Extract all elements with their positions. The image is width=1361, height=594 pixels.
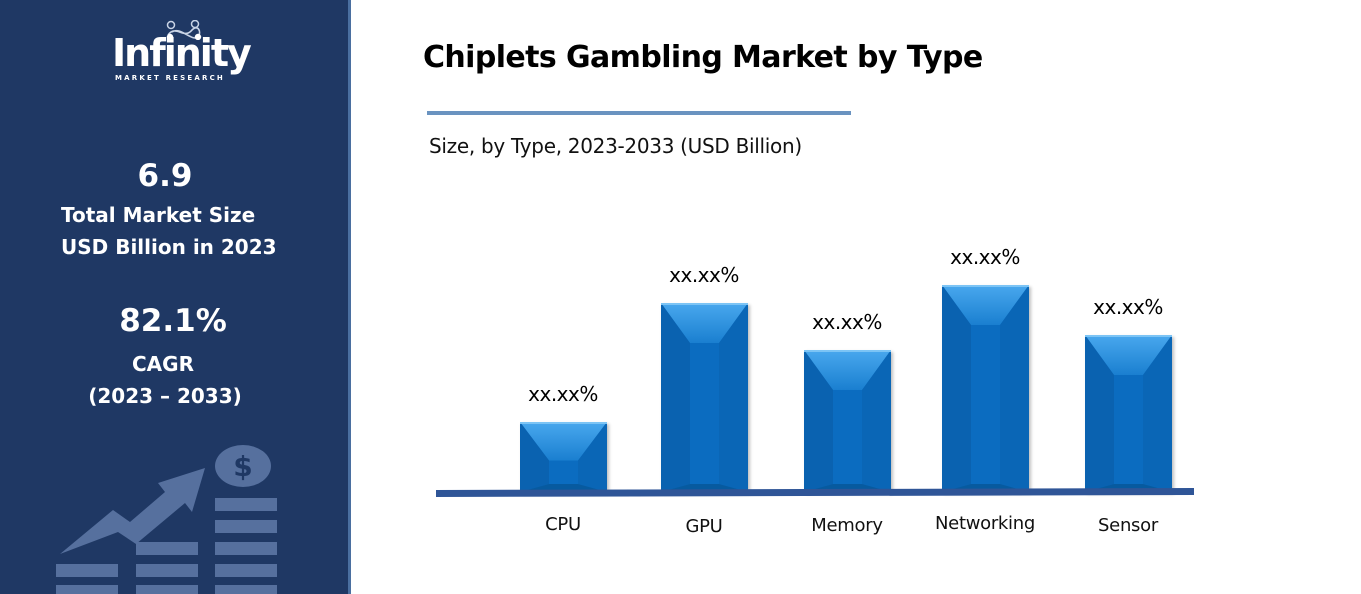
- bar-value-label-cpu: xx.xx%: [528, 382, 598, 406]
- cagr-value: 82.1%: [119, 303, 227, 339]
- category-label-memory: Memory: [811, 515, 883, 536]
- cagr-label: CAGR: [132, 352, 194, 376]
- infinity-logo-icon: [166, 20, 202, 40]
- category-label-networking: Networking: [935, 513, 1035, 534]
- bar-value-label-gpu: xx.xx%: [669, 263, 739, 287]
- cagr-period: (2023 – 2033): [88, 384, 242, 408]
- category-label-sensor: Sensor: [1098, 515, 1158, 536]
- bar-networking: [942, 285, 1029, 492]
- bar-cpu: [520, 422, 607, 492]
- category-label-gpu: GPU: [685, 516, 723, 537]
- brand-tagline: MARKET RESEARCH: [115, 74, 225, 82]
- chart-title: Chiplets Gambling Market by Type: [423, 40, 983, 75]
- svg-text:$: $: [233, 450, 252, 483]
- bar-memory: [804, 350, 891, 492]
- bar-value-label-memory: xx.xx%: [812, 310, 882, 334]
- title-underline: [427, 111, 851, 115]
- market-size-label-line1: Total Market Size: [61, 203, 256, 227]
- bar-value-label-sensor: xx.xx%: [1093, 295, 1163, 319]
- brand-logo: Infinity MARKET RESEARCH: [112, 20, 252, 86]
- bar-sensor: [1085, 335, 1172, 492]
- sidebar-edge-divider: [348, 0, 351, 594]
- market-size-label-line2: USD Billion in 2023: [61, 235, 277, 259]
- chart-subtitle: Size, by Type, 2023-2033 (USD Billion): [429, 134, 802, 158]
- chart-baseline: [435, 488, 1195, 497]
- market-size-value: 6.9: [137, 158, 193, 194]
- bar-value-label-networking: xx.xx%: [950, 245, 1020, 269]
- bar-gpu: [661, 303, 748, 492]
- category-label-cpu: CPU: [545, 514, 581, 535]
- brand-name: Infinity: [112, 31, 252, 75]
- growth-chart-dollar-icon: $: [56, 445, 277, 594]
